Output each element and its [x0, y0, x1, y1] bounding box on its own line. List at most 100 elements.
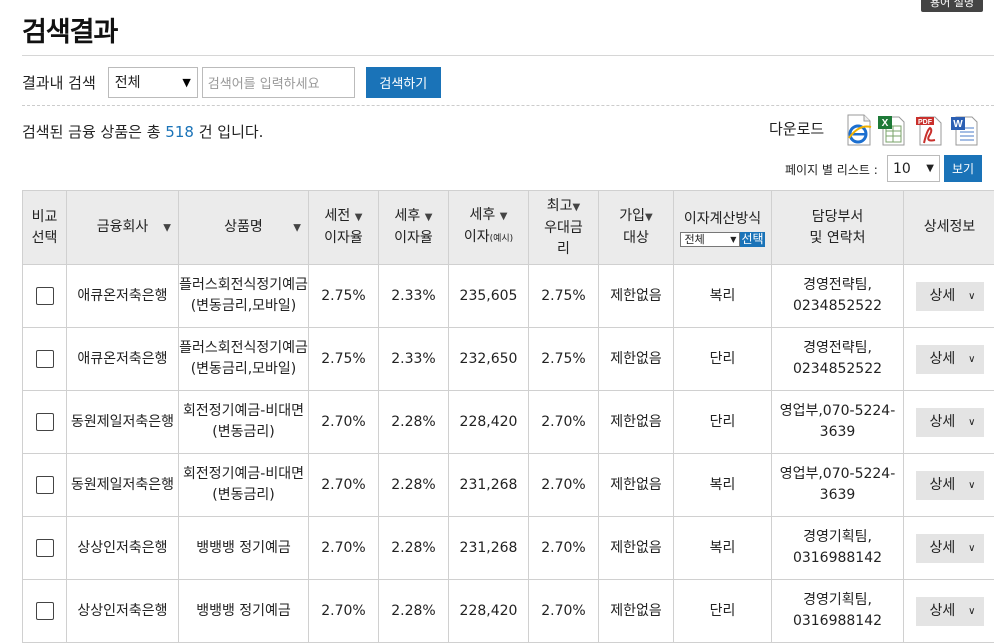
product-cell[interactable]: 플러스회전식정기예금 (변동금리,모바일) — [179, 328, 309, 391]
header-max-rate[interactable]: 최고▼ 우대금 리 — [529, 191, 599, 265]
detail-button[interactable]: 상세∨ — [916, 282, 984, 311]
detail-label: 상세 — [930, 412, 956, 433]
pre-tax-rate-cell: 2.70% — [309, 517, 379, 580]
join-target-cell: 제한없음 — [599, 265, 674, 328]
product-cell[interactable]: 회전정기예금-비대면(변동금리) — [179, 454, 309, 517]
header-pre-tax-rate[interactable]: 세전 ▼ 이자율 — [309, 191, 379, 265]
contact-phone: 0316988142 — [793, 550, 882, 566]
compare-checkbox[interactable] — [36, 350, 54, 368]
per-page-label: 페이지 별 리스트 : — [785, 161, 878, 178]
product-name: 뱅뱅뱅 정기예금 — [196, 603, 291, 619]
header-join-target[interactable]: 가입▼ 대상 — [599, 191, 674, 265]
compare-checkbox[interactable] — [36, 413, 54, 431]
contact-cell: 영업부,070-5224-3639 — [772, 391, 904, 454]
excel-icon[interactable]: X — [877, 114, 905, 146]
join-target-cell: 제한없음 — [599, 454, 674, 517]
sort-desc-icon[interactable]: ▼ — [293, 217, 301, 238]
post-tax-rate-cell: 2.28% — [379, 391, 449, 454]
sort-desc-icon[interactable]: ▼ — [355, 212, 363, 223]
chevron-down-icon: ▼ — [730, 233, 736, 246]
calc-select-button[interactable]: 선택 — [740, 232, 764, 247]
product-subname: (변동금리) — [212, 487, 274, 503]
sort-desc-icon[interactable]: ▼ — [573, 202, 581, 213]
header-detail-label: 상세정보 — [924, 219, 976, 235]
sort-desc-icon[interactable]: ▼ — [645, 212, 653, 223]
header-company[interactable]: 금융회사 ▼ — [67, 191, 179, 265]
company-cell: 상상인저축은행 — [67, 580, 179, 643]
section-divider — [22, 105, 994, 106]
calc-method-cell: 복리 — [674, 454, 772, 517]
compare-checkbox[interactable] — [36, 476, 54, 494]
detail-button[interactable]: 상세 ∨ — [916, 408, 984, 437]
search-scope-value: 전체 — [115, 72, 141, 92]
header-join-line2: 대상 — [623, 230, 649, 246]
compare-checkbox[interactable] — [36, 539, 54, 557]
detail-button[interactable]: 상세∨ — [916, 534, 984, 563]
pre-tax-rate-cell: 2.70% — [309, 391, 379, 454]
join-target-cell: 제한없음 — [599, 580, 674, 643]
compare-checkbox[interactable] — [36, 602, 54, 620]
help-tab[interactable]: 용어 설명 — [921, 0, 983, 12]
detail-cell: 상세∨ — [904, 328, 994, 391]
detail-button[interactable]: 상세 ∨ — [916, 471, 984, 500]
search-input[interactable]: 검색어를 입력하세요 — [202, 67, 355, 98]
company-cell: 동원제일저축은행 — [67, 391, 179, 454]
join-target-cell: 제한없음 — [599, 391, 674, 454]
header-max-rate-line1: 최고 — [547, 198, 573, 214]
pre-tax-rate-cell: 2.70% — [309, 454, 379, 517]
result-count-number: 518 — [165, 123, 194, 141]
header-contact-line2: 및 연락처 — [810, 230, 866, 246]
search-button[interactable]: 검색하기 — [366, 67, 441, 98]
result-count-prefix: 검색된 금융 상품은 총 — [22, 123, 161, 141]
interest-cell: 231,268 — [449, 454, 529, 517]
contact-phone: 0234852522 — [793, 298, 882, 314]
pdf-icon[interactable]: PDF — [915, 114, 943, 146]
header-contact: 담당부서 및 연락처 — [772, 191, 904, 265]
per-page-select[interactable]: 10 ▼ — [887, 155, 940, 182]
header-post-tax-rate[interactable]: 세후 ▼ 이자율 — [379, 191, 449, 265]
header-interest[interactable]: 세후 ▼ 이자(예시) — [449, 191, 529, 265]
product-cell[interactable]: 뱅뱅뱅 정기예금 — [179, 517, 309, 580]
product-cell[interactable]: 뱅뱅뱅 정기예금 — [179, 580, 309, 643]
view-button[interactable]: 보기 — [944, 155, 982, 182]
ie-icon[interactable] — [845, 114, 873, 146]
sort-desc-icon[interactable]: ▼ — [163, 217, 171, 238]
contact-dept: 경영기획팀, — [803, 592, 872, 608]
table-row: 동원제일저축은행 회전정기예금-비대면(변동금리) 2.70% 2.28% 22… — [23, 391, 994, 454]
sort-desc-icon[interactable]: ▼ — [500, 211, 508, 222]
header-product[interactable]: 상품명 ▼ — [179, 191, 309, 265]
header-product-label: 상품명 — [224, 219, 263, 235]
compare-checkbox[interactable] — [36, 287, 54, 305]
product-cell[interactable]: 회전정기예금-비대면(변동금리) — [179, 391, 309, 454]
chevron-down-icon: ∨ — [968, 412, 975, 433]
calc-method-select[interactable]: 전체 ▼ — [680, 232, 740, 247]
compare-cell — [23, 328, 67, 391]
calc-method-cell: 단리 — [674, 391, 772, 454]
post-tax-rate-cell: 2.28% — [379, 580, 449, 643]
table-row: 애큐온저축은행 플러스회전식정기예금(변동금리,모바일) 2.75% 2.33%… — [23, 328, 994, 391]
svg-text:W: W — [953, 119, 963, 130]
results-table: 비교 선택 금융회사 ▼ 상품명 ▼ 세전 ▼ 이자율 세후 ▼ 이자율 — [22, 190, 994, 643]
detail-button[interactable]: 상세∨ — [916, 597, 984, 626]
header-detail: 상세정보 — [904, 191, 994, 265]
detail-label: 상세 — [930, 475, 956, 496]
compare-cell — [23, 265, 67, 328]
sort-desc-icon[interactable]: ▼ — [425, 212, 433, 223]
chevron-down-icon: ∨ — [968, 475, 975, 496]
detail-button[interactable]: 상세∨ — [916, 345, 984, 374]
post-tax-rate-cell: 2.33% — [379, 328, 449, 391]
product-subname: (변동금리,모바일) — [191, 361, 297, 377]
word-icon[interactable]: W — [950, 114, 978, 146]
post-tax-rate-cell: 2.28% — [379, 517, 449, 580]
product-cell[interactable]: 플러스회전식정기예금(변동금리,모바일) — [179, 265, 309, 328]
header-company-label: 금융회사 — [97, 219, 149, 235]
contact-cell: 경영기획팀,0316988142 — [772, 580, 904, 643]
result-count-suffix: 건 입니다. — [199, 123, 264, 141]
interest-cell: 232,650 — [449, 328, 529, 391]
pre-tax-rate-cell: 2.75% — [309, 265, 379, 328]
search-scope-select[interactable]: 전체 ▼ — [108, 67, 198, 98]
product-name: 회전정기예금-비대면 — [183, 403, 304, 419]
product-name: 플러스회전식정기예금 — [179, 340, 308, 356]
detail-label: 상세 — [930, 601, 956, 622]
contact-cell: 영업부,070-5224-3639 — [772, 454, 904, 517]
